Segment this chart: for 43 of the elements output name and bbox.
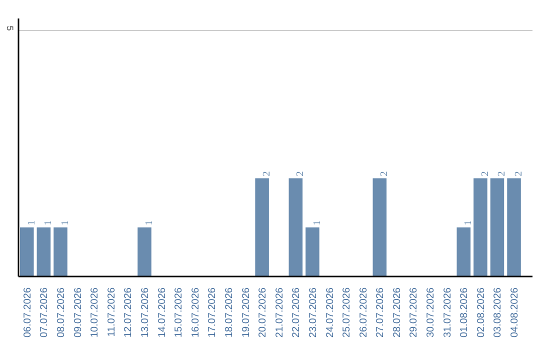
data-label: 1: [60, 220, 71, 226]
x-tick-label: 19.07.2026: [240, 287, 252, 338]
data-label: 1: [312, 220, 323, 226]
x-tick-label: 04.08.2026: [510, 287, 521, 338]
x-tick-label: 27.07.2026: [375, 287, 386, 338]
data-label: 1: [26, 220, 38, 226]
x-tick-label: 11.07.2026: [106, 287, 118, 337]
x-tick-label: 08.07.2026: [56, 287, 67, 338]
x-tick-label: 01.08.2026: [459, 287, 470, 338]
x-tick-label: 17.07.2026: [207, 287, 218, 338]
x-tick-label: 16.07.2026: [190, 287, 202, 338]
data-label: 2: [480, 171, 491, 176]
data-label: 2: [295, 171, 306, 176]
x-tick-label: 15.07.2026: [174, 287, 185, 338]
data-label: 1: [463, 220, 474, 226]
x-tick-label: 31.07.2026: [442, 287, 454, 338]
data-label: 1: [43, 220, 54, 226]
x-tick-label: 21.07.2026: [274, 287, 286, 338]
x-tick-label: 23.07.2026: [308, 287, 319, 338]
x-tick-label: 20.07.2026: [258, 287, 269, 338]
x-tick-label: 22.07.2026: [291, 287, 302, 338]
x-tick-label: 13.07.2026: [140, 287, 151, 338]
x-tick-label: 29.07.2026: [408, 287, 420, 338]
x-tick-label: 12.07.2026: [123, 287, 134, 338]
x-tick-label: 26.07.2026: [358, 287, 370, 338]
data-label: 1: [144, 220, 155, 226]
x-tick-label: 25.07.2026: [342, 287, 353, 338]
x-tick-label: 07.07.2026: [39, 287, 50, 338]
x-tick-label: 18.07.2026: [224, 287, 235, 338]
x-tick-label: 30.07.2026: [426, 287, 437, 338]
x-tick-label: 14.07.2026: [156, 287, 168, 338]
x-tick-label: 10.07.2026: [90, 287, 101, 338]
x-tick-label: 02.08.2026: [476, 287, 487, 338]
data-label: 2: [514, 171, 525, 176]
y-tick-label: 5: [5, 26, 15, 31]
data-label: 2: [262, 171, 273, 176]
x-tick-label: 28.07.2026: [392, 287, 403, 338]
data-label: 2: [379, 171, 390, 176]
x-tick-label: 24.07.2026: [324, 287, 336, 338]
data-label: 2: [496, 171, 508, 176]
x-tick-label: 09.07.2026: [72, 287, 84, 338]
x-tick-label: 06.07.2026: [22, 287, 34, 338]
x-tick-label: 03.08.2026: [492, 287, 504, 338]
